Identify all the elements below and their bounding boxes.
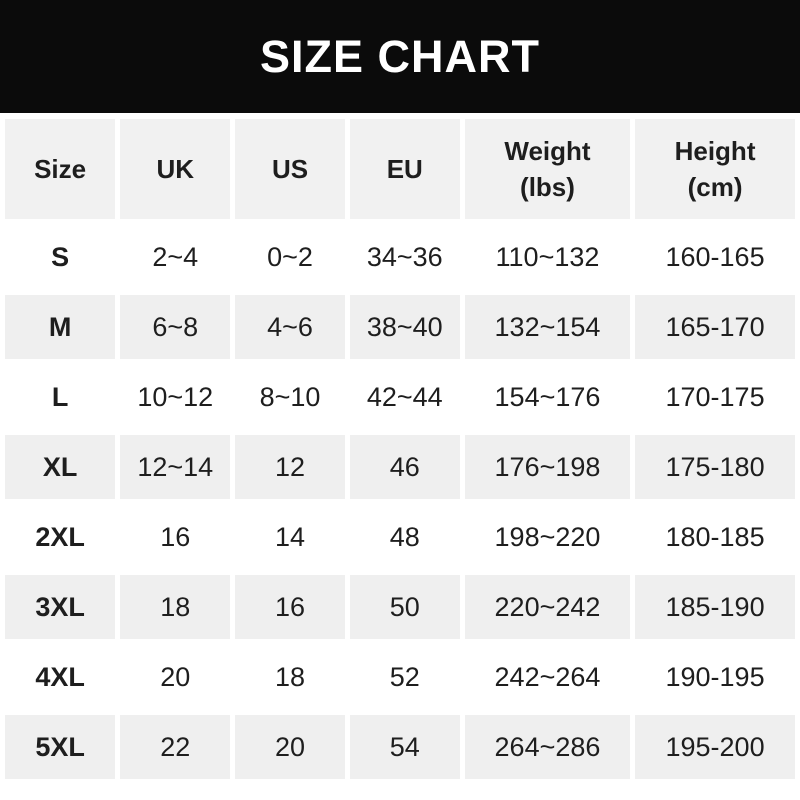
header-row: Size UK US EU Weight (lbs) Height (cm) xyxy=(5,119,795,219)
cell-height: 170-175 xyxy=(635,365,795,429)
cell-uk: 22 xyxy=(120,715,231,779)
cell-height: 195-200 xyxy=(635,715,795,779)
cell-height: 165-170 xyxy=(635,295,795,359)
size-chart-banner: SIZE CHART xyxy=(0,0,800,113)
cell-eu: 52 xyxy=(349,645,460,709)
table-row-2xl: 2XL 16 14 48 198~220 180-185 xyxy=(5,505,795,569)
table-row-l: L 10~12 8~10 42~44 154~176 170-175 xyxy=(5,365,795,429)
cell-height: 185-190 xyxy=(635,575,795,639)
cell-weight: 242~264 xyxy=(464,645,631,709)
cell-uk: 12~14 xyxy=(120,435,231,499)
cell-weight: 220~242 xyxy=(464,575,631,639)
column-header-eu: EU xyxy=(349,119,460,219)
cell-weight: 154~176 xyxy=(464,365,631,429)
cell-size: 2XL xyxy=(5,505,116,569)
cell-uk: 18 xyxy=(120,575,231,639)
cell-size: L xyxy=(5,365,116,429)
cell-size: 5XL xyxy=(5,715,116,779)
cell-weight: 198~220 xyxy=(464,505,631,569)
cell-weight: 132~154 xyxy=(464,295,631,359)
cell-eu: 34~36 xyxy=(349,225,460,289)
cell-eu: 50 xyxy=(349,575,460,639)
cell-size: 3XL xyxy=(5,575,116,639)
column-header-size: Size xyxy=(5,119,116,219)
column-header-uk-label: UK xyxy=(156,153,195,184)
column-header-weight: Weight (lbs) xyxy=(464,119,631,219)
cell-uk: 6~8 xyxy=(120,295,231,359)
cell-uk: 16 xyxy=(120,505,231,569)
cell-height: 160-165 xyxy=(635,225,795,289)
cell-us: 16 xyxy=(235,575,345,639)
cell-size: S xyxy=(5,225,116,289)
cell-us: 18 xyxy=(235,645,345,709)
column-header-weight-label: Weight xyxy=(504,135,591,166)
column-header-weight-sub: (lbs) xyxy=(520,172,575,202)
cell-us: 14 xyxy=(235,505,345,569)
table-row-m: M 6~8 4~6 38~40 132~154 165-170 xyxy=(5,295,795,359)
column-header-height-sub: (cm) xyxy=(687,172,743,202)
column-header-height: Height (cm) xyxy=(635,119,795,219)
column-header-size-label: Size xyxy=(34,153,87,184)
cell-weight: 264~286 xyxy=(464,715,631,779)
cell-eu: 48 xyxy=(349,505,460,569)
cell-us: 8~10 xyxy=(235,365,345,429)
table-row-xl: XL 12~14 12 46 176~198 175-180 xyxy=(5,435,795,499)
column-header-height-label: Height xyxy=(674,135,756,166)
cell-weight: 110~132 xyxy=(464,225,631,289)
cell-uk: 2~4 xyxy=(120,225,231,289)
cell-size: 4XL xyxy=(5,645,116,709)
cell-height: 190-195 xyxy=(635,645,795,709)
cell-size: M xyxy=(5,295,116,359)
cell-height: 180-185 xyxy=(635,505,795,569)
column-header-us-label: US xyxy=(271,153,309,184)
page-title: SIZE CHART xyxy=(260,30,540,82)
table-row-4xl: 4XL 20 18 52 242~264 190-195 xyxy=(5,645,795,709)
table-row-3xl: 3XL 18 16 50 220~242 185-190 xyxy=(5,575,795,639)
cell-us: 20 xyxy=(235,715,345,779)
cell-eu: 54 xyxy=(349,715,460,779)
column-header-eu-label: EU xyxy=(386,153,423,184)
cell-size: XL xyxy=(5,435,116,499)
cell-weight: 176~198 xyxy=(464,435,631,499)
column-header-us: US xyxy=(235,119,345,219)
cell-us: 12 xyxy=(235,435,345,499)
cell-eu: 46 xyxy=(349,435,460,499)
cell-us: 4~6 xyxy=(235,295,345,359)
size-chart-table: Size UK US EU Weight (lbs) Height (cm) xyxy=(0,113,800,785)
column-header-uk: UK xyxy=(120,119,231,219)
cell-us: 0~2 xyxy=(235,225,345,289)
table-row-s: S 2~4 0~2 34~36 110~132 160-165 xyxy=(5,225,795,289)
cell-eu: 42~44 xyxy=(349,365,460,429)
cell-uk: 20 xyxy=(120,645,231,709)
cell-eu: 38~40 xyxy=(349,295,460,359)
cell-uk: 10~12 xyxy=(120,365,231,429)
table-row-5xl: 5XL 22 20 54 264~286 195-200 xyxy=(5,715,795,779)
cell-height: 175-180 xyxy=(635,435,795,499)
